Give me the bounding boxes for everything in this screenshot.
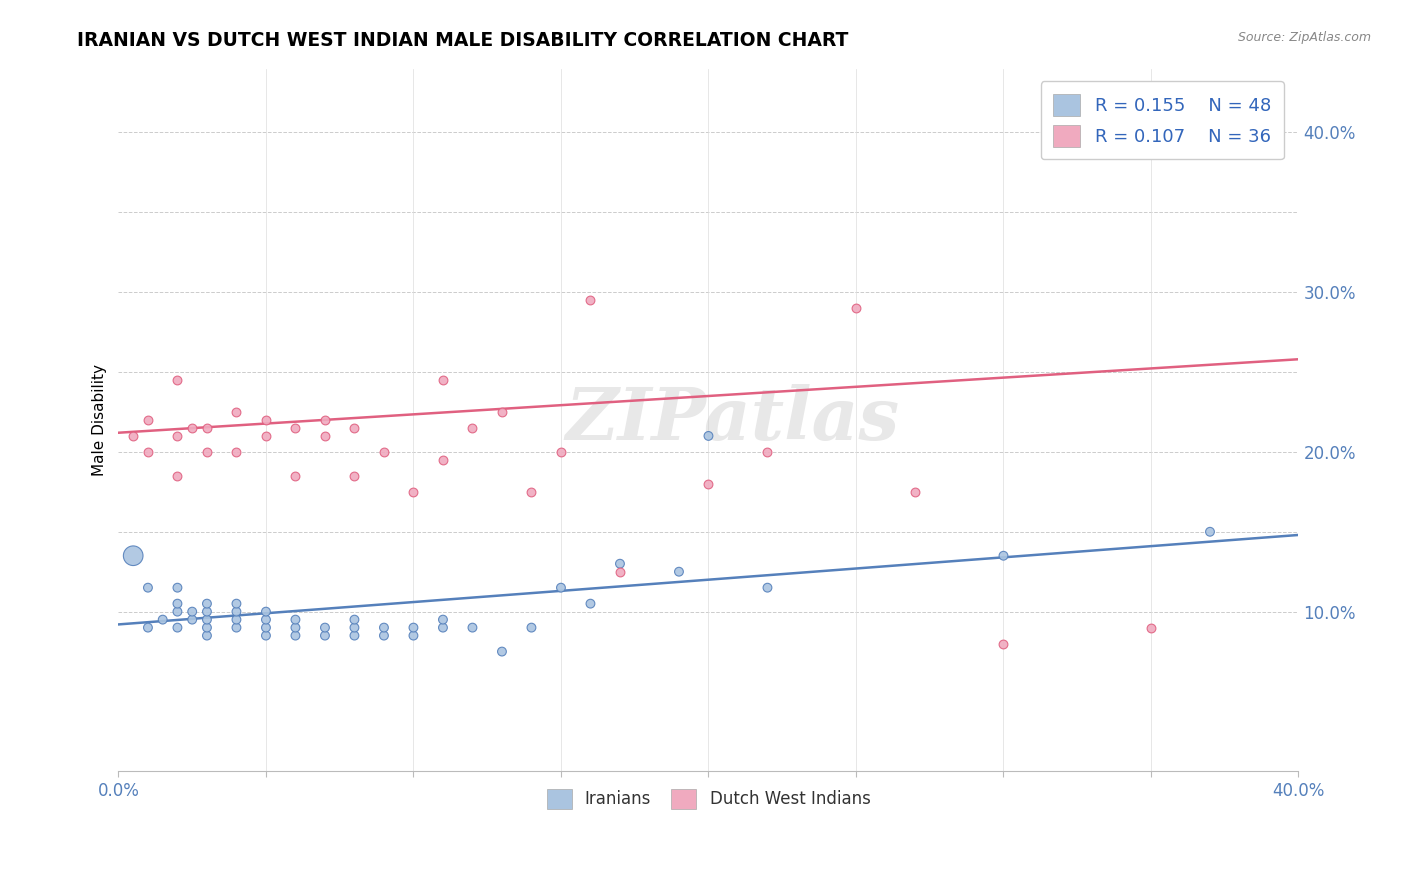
Point xyxy=(225,405,247,419)
Point xyxy=(166,429,188,443)
Point xyxy=(343,421,366,435)
Point xyxy=(1140,621,1163,635)
Point xyxy=(152,613,174,627)
Point xyxy=(225,597,247,611)
Point xyxy=(254,613,277,627)
Point xyxy=(373,445,395,459)
Point xyxy=(343,613,366,627)
Point xyxy=(993,637,1015,651)
Point xyxy=(579,293,602,307)
Point xyxy=(461,421,484,435)
Point xyxy=(284,629,307,643)
Point xyxy=(550,445,572,459)
Point xyxy=(756,581,779,595)
Point xyxy=(343,468,366,483)
Point xyxy=(520,484,543,499)
Point xyxy=(993,549,1015,563)
Point xyxy=(122,429,145,443)
Point xyxy=(166,468,188,483)
Point xyxy=(195,629,218,643)
Point xyxy=(432,453,454,467)
Point xyxy=(254,629,277,643)
Point xyxy=(314,629,336,643)
Point xyxy=(609,557,631,571)
Point xyxy=(491,405,513,419)
Point xyxy=(432,373,454,387)
Point xyxy=(579,597,602,611)
Point xyxy=(756,445,779,459)
Point xyxy=(225,605,247,619)
Point xyxy=(166,621,188,635)
Point xyxy=(373,629,395,643)
Point xyxy=(314,413,336,427)
Point xyxy=(181,605,204,619)
Point xyxy=(904,484,927,499)
Point xyxy=(697,429,720,443)
Point xyxy=(166,597,188,611)
Point xyxy=(284,613,307,627)
Point xyxy=(432,613,454,627)
Point xyxy=(254,429,277,443)
Point xyxy=(1229,117,1251,131)
Point xyxy=(254,413,277,427)
Point xyxy=(166,581,188,595)
Point xyxy=(373,621,395,635)
Point xyxy=(195,445,218,459)
Legend: Iranians, Dutch West Indians: Iranians, Dutch West Indians xyxy=(540,782,877,816)
Point xyxy=(284,621,307,635)
Point xyxy=(225,621,247,635)
Point xyxy=(225,445,247,459)
Point xyxy=(432,621,454,635)
Text: ZIPatlas: ZIPatlas xyxy=(565,384,898,456)
Point xyxy=(402,629,425,643)
Point xyxy=(284,421,307,435)
Point xyxy=(136,581,159,595)
Point xyxy=(550,581,572,595)
Point xyxy=(402,621,425,635)
Text: IRANIAN VS DUTCH WEST INDIAN MALE DISABILITY CORRELATION CHART: IRANIAN VS DUTCH WEST INDIAN MALE DISABI… xyxy=(77,31,849,50)
Point xyxy=(166,373,188,387)
Point xyxy=(136,445,159,459)
Point xyxy=(697,476,720,491)
Text: Source: ZipAtlas.com: Source: ZipAtlas.com xyxy=(1237,31,1371,45)
Point xyxy=(668,565,690,579)
Point xyxy=(314,621,336,635)
Point xyxy=(461,621,484,635)
Point xyxy=(609,565,631,579)
Point xyxy=(195,613,218,627)
Point xyxy=(343,629,366,643)
Point xyxy=(402,484,425,499)
Point xyxy=(136,621,159,635)
Point xyxy=(195,597,218,611)
Point xyxy=(122,549,145,563)
Point xyxy=(284,468,307,483)
Point xyxy=(195,621,218,635)
Point xyxy=(254,605,277,619)
Point xyxy=(343,621,366,635)
Point xyxy=(1199,524,1222,539)
Point xyxy=(166,605,188,619)
Point xyxy=(195,421,218,435)
Point xyxy=(195,605,218,619)
Point xyxy=(314,429,336,443)
Point xyxy=(845,301,868,315)
Point xyxy=(491,644,513,658)
Point xyxy=(181,421,204,435)
Point xyxy=(225,613,247,627)
Y-axis label: Male Disability: Male Disability xyxy=(93,364,107,476)
Point xyxy=(254,621,277,635)
Point xyxy=(136,413,159,427)
Point xyxy=(181,613,204,627)
Point xyxy=(520,621,543,635)
